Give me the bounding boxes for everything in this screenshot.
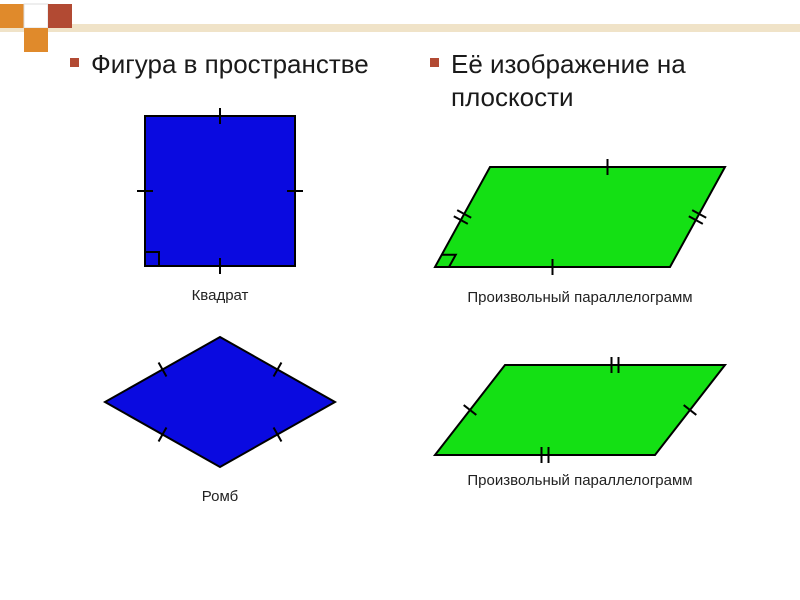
left-column: Фигура в пространстве Квадрат Ромб: [40, 48, 400, 505]
para2-figure: Произвольный параллелограмм: [400, 346, 760, 489]
left-heading-text: Фигура в пространстве: [91, 48, 369, 81]
right-heading: Её изображение на плоскости: [400, 48, 760, 113]
bullet-icon: [70, 58, 79, 67]
rhombus-caption: Ромб: [202, 488, 238, 505]
para1-caption: Произвольный параллелограмм: [467, 289, 692, 306]
square-caption: Квадрат: [192, 287, 249, 304]
right-column: Её изображение на плоскости Произвольный…: [400, 48, 760, 505]
para1-shape: [410, 143, 750, 283]
square-shape: [120, 101, 320, 281]
right-heading-text: Её изображение на плоскости: [451, 48, 760, 113]
square-figure: Квадрат: [40, 101, 400, 304]
left-heading: Фигура в пространстве: [40, 48, 400, 81]
bullet-icon: [430, 58, 439, 67]
rhombus-shape: [90, 322, 350, 482]
content: Фигура в пространстве Квадрат Ромб Её из…: [0, 48, 800, 505]
para1-figure: Произвольный параллелограмм: [400, 143, 760, 306]
para2-shape: [410, 346, 750, 466]
rhombus-figure: Ромб: [40, 322, 400, 505]
para2-caption: Произвольный параллелограмм: [467, 472, 692, 489]
